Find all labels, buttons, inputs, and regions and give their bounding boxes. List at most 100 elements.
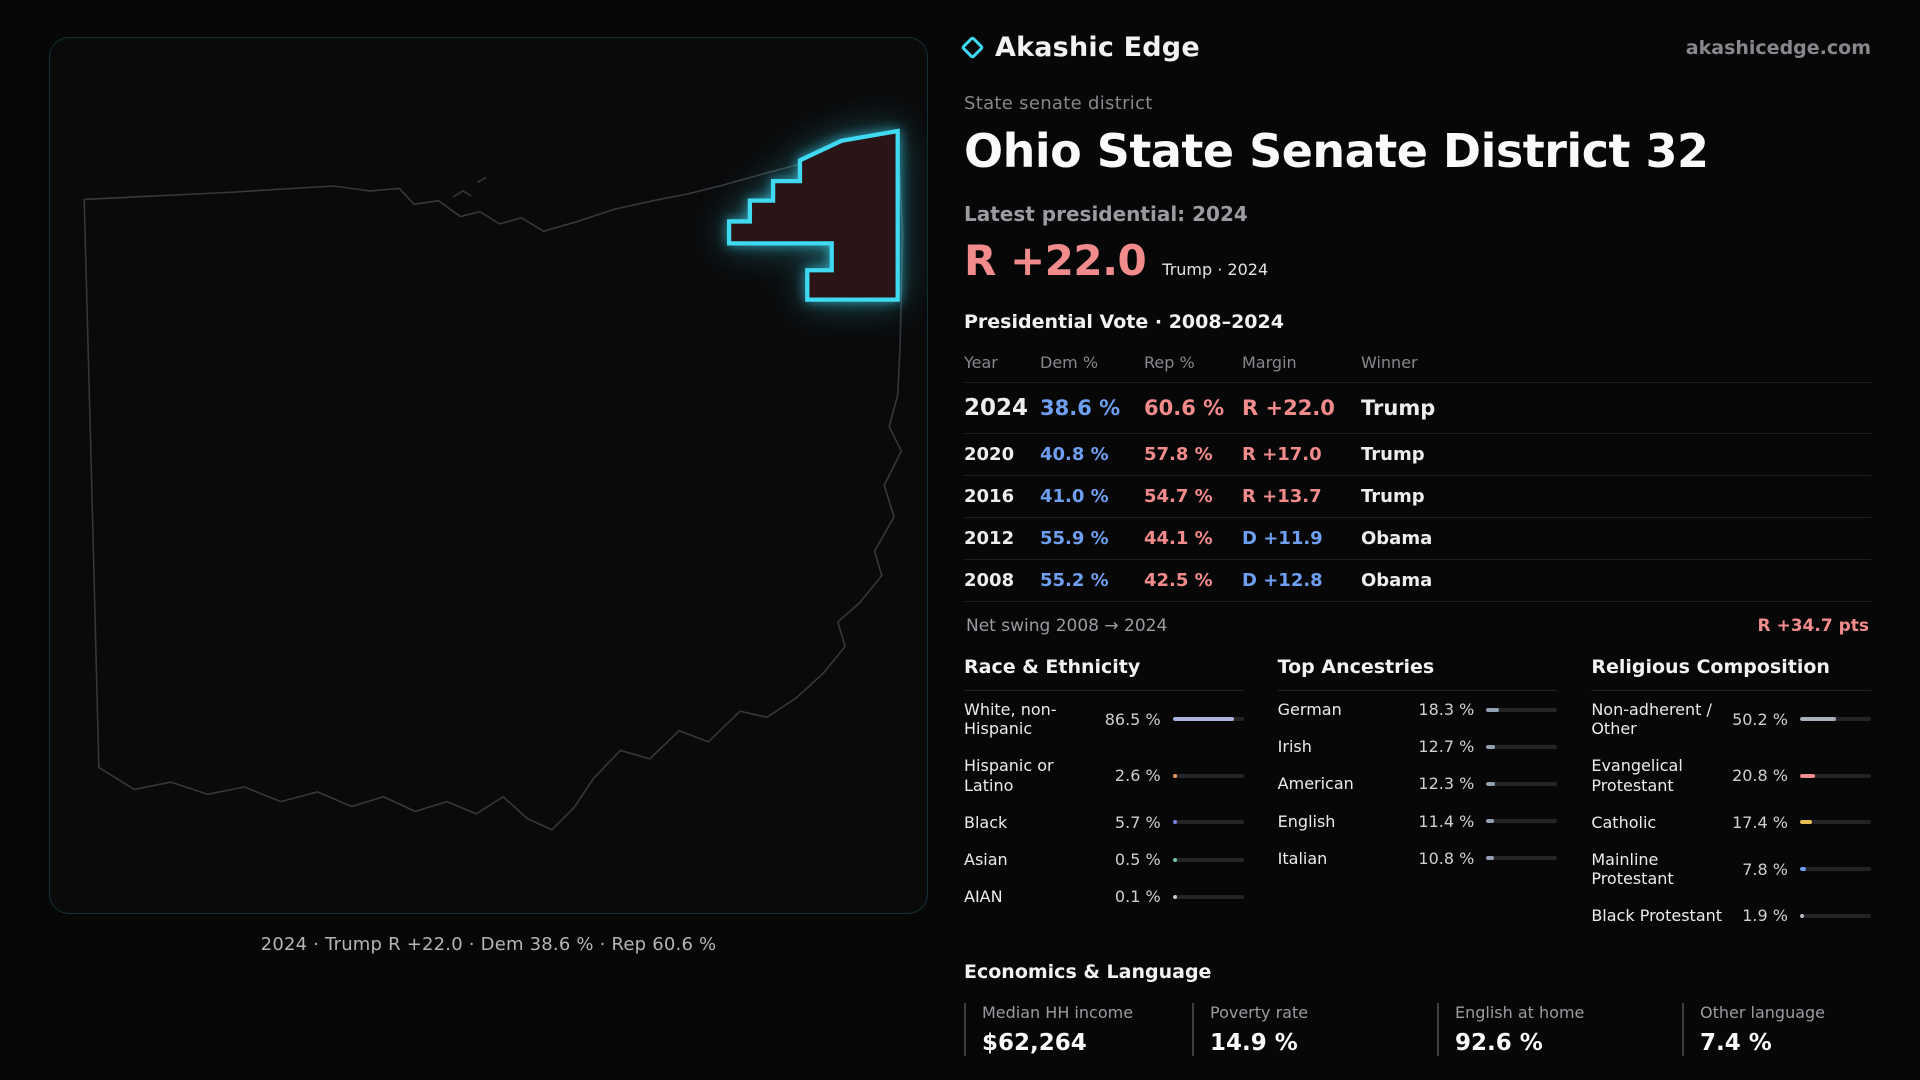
list-item: English 11.4 % — [1278, 803, 1558, 840]
net-swing-row: Net swing 2008 → 2024 R +34.7 pts — [964, 602, 1871, 652]
stat-label: German — [1277, 700, 1342, 719]
stat-value: 86.5 % — [1104, 709, 1161, 729]
vote-year: 2016 — [964, 486, 1015, 507]
col-margin: Margin — [1242, 353, 1297, 372]
map-section: 2024 · Trump R +22.0 · Dem 38.6 % · Rep … — [0, 0, 928, 1080]
ancestries-column: Top Ancestries German 18.3 % Irish 12.7 … — [1277, 656, 1558, 935]
vote-dem-pct: 55.9 % — [1040, 528, 1109, 549]
economics-title: Economics & Language — [964, 960, 1212, 983]
stat-value: 12.3 % — [1418, 774, 1475, 794]
site-link[interactable]: akashicedge.com — [1685, 36, 1871, 59]
vote-year: 2020 — [964, 444, 1015, 465]
col-winner: Winner — [1361, 353, 1418, 372]
col-year: Year — [964, 353, 998, 372]
stat-value: $62,264 — [982, 1029, 1087, 1056]
district-shape[interactable] — [726, 128, 900, 302]
district-map-panel[interactable] — [49, 37, 928, 914]
vote-rep-pct: 60.6 % — [1144, 396, 1225, 420]
stat-label: Hispanic or Latino — [964, 756, 1054, 795]
stat-label: Median HH income — [982, 1002, 1134, 1022]
stat-value: 17.4 % — [1732, 812, 1788, 832]
stat-label: Catholic — [1591, 812, 1657, 832]
stat-value: 12.7 % — [1418, 737, 1475, 757]
race-ethnicity-column: Race & Ethnicity White, non-Hispanic 86.… — [964, 656, 1244, 935]
vote-year: 2008 — [964, 570, 1015, 591]
stat-label: Poverty rate — [1210, 1002, 1309, 1022]
vote-winner: Trump — [1361, 396, 1436, 420]
stat-bar — [1172, 894, 1244, 899]
list-item: Non-adherent / Other 50.2 % — [1591, 691, 1871, 747]
stat-label: Mainline Protestant — [1591, 849, 1674, 889]
stat-value: 50.2 % — [1732, 709, 1788, 729]
list-item: Irish 12.7 % — [1278, 728, 1558, 765]
demographics-grid: Race & Ethnicity White, non-Hispanic 86.… — [964, 656, 1871, 935]
stat-value: 11.4 % — [1418, 811, 1475, 831]
headline-margin: R +22.0 — [964, 236, 1147, 285]
vote-table-header: Year Dem % Rep % Margin Winner — [964, 345, 1871, 383]
ancestries-title: Top Ancestries — [1277, 656, 1558, 691]
stat-bar — [1486, 856, 1558, 861]
stat-label: American — [1277, 774, 1354, 794]
stat-english-home: English at home 92.6 % — [1437, 1002, 1682, 1056]
net-swing-value: R +34.7 pts — [1757, 616, 1869, 636]
stat-label: Irish — [1277, 737, 1312, 757]
vote-rep-pct: 44.1 % — [1144, 528, 1213, 549]
list-item: White, non-Hispanic 86.5 % — [964, 691, 1244, 747]
list-item: Catholic 17.4 % — [1591, 804, 1871, 841]
stat-value: 7.8 % — [1742, 859, 1788, 879]
header: Akashic Edge akashicedge.com — [960, 32, 1871, 63]
list-item: Asian 0.5 % — [964, 841, 1244, 878]
latest-label: Latest presidential: 2024 — [964, 202, 1248, 226]
stat-label: Non-adherent / Other — [1591, 700, 1712, 739]
stat-other-language: Other language 7.4 % — [1682, 1002, 1871, 1056]
table-row: 2008 55.2 % 42.5 % D +12.8 Obama — [964, 560, 1871, 602]
vote-winner: Trump — [1361, 486, 1425, 507]
stat-value: 0.5 % — [1114, 850, 1161, 870]
vote-dem-pct: 38.6 % — [1040, 396, 1121, 420]
stat-value: 0.1 % — [1114, 887, 1161, 907]
stat-value: 18.3 % — [1418, 700, 1475, 720]
list-item: Italian 10.8 % — [1278, 840, 1558, 877]
stat-label: Italian — [1277, 848, 1328, 868]
stat-value: 1.9 % — [1742, 906, 1788, 926]
headline-margin-block: R +22.0 Trump · 2024 — [964, 236, 1871, 285]
stat-bar — [1172, 820, 1244, 825]
table-row: 2020 40.8 % 57.8 % R +17.0 Trump — [964, 434, 1871, 476]
stat-label: English — [1277, 811, 1336, 831]
vote-margin: R +17.0 — [1242, 444, 1322, 465]
table-row: 2012 55.9 % 44.1 % D +11.9 Obama — [964, 518, 1871, 560]
stat-poverty-rate: Poverty rate 14.9 % — [1192, 1002, 1437, 1056]
vote-margin: D +12.8 — [1242, 570, 1323, 591]
stat-value: 5.7 % — [1114, 812, 1161, 832]
col-rep: Rep % — [1144, 353, 1195, 372]
vote-winner: Trump — [1361, 444, 1425, 465]
vote-year: 2024 — [964, 395, 1029, 421]
stat-value: 92.6 % — [1455, 1029, 1543, 1056]
stat-value: 10.8 % — [1418, 848, 1475, 868]
vote-margin: R +13.7 — [1242, 486, 1322, 507]
brand: Akashic Edge — [960, 32, 1200, 63]
vote-margin: D +11.9 — [1242, 528, 1323, 549]
brand-name: Akashic Edge — [995, 32, 1200, 63]
stat-label: Black — [964, 812, 1008, 832]
kicker: State senate district — [964, 93, 1153, 114]
list-item: Hispanic or Latino 2.6 % — [964, 747, 1244, 803]
ohio-map — [83, 128, 904, 831]
stat-value: 7.4 % — [1700, 1029, 1772, 1056]
stat-label: Black Protestant — [1591, 906, 1723, 926]
race-title: Race & Ethnicity — [964, 656, 1244, 691]
vote-dem-pct: 40.8 % — [1040, 444, 1109, 465]
stat-bar — [1486, 707, 1558, 712]
list-item: Black Protestant 1.9 % — [1591, 897, 1871, 934]
table-row: 2016 41.0 % 54.7 % R +13.7 Trump — [964, 476, 1871, 518]
vote-dem-pct: 55.2 % — [1040, 570, 1109, 591]
col-dem: Dem % — [1040, 353, 1099, 372]
stat-bar — [1172, 857, 1244, 862]
list-item: Mainline Protestant 7.8 % — [1591, 841, 1871, 897]
list-item: AIAN 0.1 % — [964, 878, 1244, 915]
vote-table-title: Presidential Vote · 2008–2024 — [964, 311, 1284, 333]
stat-median-income: Median HH income $62,264 — [964, 1002, 1192, 1056]
stat-value: 2.6 % — [1114, 766, 1161, 786]
vote-winner: Obama — [1361, 528, 1433, 549]
religion-column: Religious Composition Non-adherent / Oth… — [1591, 656, 1871, 935]
